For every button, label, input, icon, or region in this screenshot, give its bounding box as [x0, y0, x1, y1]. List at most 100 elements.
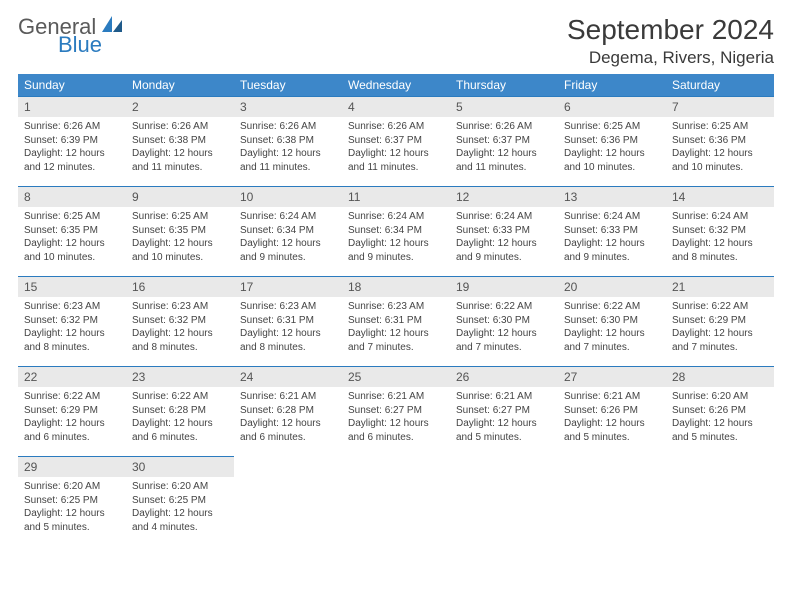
- calendar-day-cell: 29Sunrise: 6:20 AMSunset: 6:25 PMDayligh…: [18, 456, 126, 546]
- calendar-day-cell: 11Sunrise: 6:24 AMSunset: 6:34 PMDayligh…: [342, 186, 450, 276]
- day-number: 17: [234, 276, 342, 297]
- location: Degema, Rivers, Nigeria: [567, 48, 774, 68]
- calendar-day-cell: 16Sunrise: 6:23 AMSunset: 6:32 PMDayligh…: [126, 276, 234, 366]
- day-content: Sunrise: 6:25 AMSunset: 6:35 PMDaylight:…: [126, 207, 234, 268]
- day-content: Sunrise: 6:24 AMSunset: 6:34 PMDaylight:…: [234, 207, 342, 268]
- calendar-week-row: 15Sunrise: 6:23 AMSunset: 6:32 PMDayligh…: [18, 276, 774, 366]
- day-content: Sunrise: 6:22 AMSunset: 6:28 PMDaylight:…: [126, 387, 234, 448]
- calendar-day-cell: 27Sunrise: 6:21 AMSunset: 6:26 PMDayligh…: [558, 366, 666, 456]
- day-number: 11: [342, 186, 450, 207]
- day-content: Sunrise: 6:22 AMSunset: 6:29 PMDaylight:…: [18, 387, 126, 448]
- day-number: 14: [666, 186, 774, 207]
- calendar-day-cell: 23Sunrise: 6:22 AMSunset: 6:28 PMDayligh…: [126, 366, 234, 456]
- calendar-day-cell: 3Sunrise: 6:26 AMSunset: 6:38 PMDaylight…: [234, 96, 342, 186]
- calendar-day-cell: 17Sunrise: 6:23 AMSunset: 6:31 PMDayligh…: [234, 276, 342, 366]
- day-content: Sunrise: 6:25 AMSunset: 6:36 PMDaylight:…: [666, 117, 774, 178]
- calendar-day-cell: 6Sunrise: 6:25 AMSunset: 6:36 PMDaylight…: [558, 96, 666, 186]
- calendar-empty-cell: [450, 456, 558, 546]
- calendar-body: 1Sunrise: 6:26 AMSunset: 6:39 PMDaylight…: [18, 96, 774, 546]
- day-content: Sunrise: 6:24 AMSunset: 6:33 PMDaylight:…: [450, 207, 558, 268]
- day-number: 2: [126, 96, 234, 117]
- day-number: 28: [666, 366, 774, 387]
- calendar-empty-cell: [558, 456, 666, 546]
- day-number: 29: [18, 456, 126, 477]
- header: General Blue September 2024 Degema, Rive…: [18, 14, 774, 68]
- day-number: 5: [450, 96, 558, 117]
- day-number: 3: [234, 96, 342, 117]
- calendar-empty-cell: [234, 456, 342, 546]
- calendar-empty-cell: [666, 456, 774, 546]
- calendar-day-cell: 18Sunrise: 6:23 AMSunset: 6:31 PMDayligh…: [342, 276, 450, 366]
- day-number: 8: [18, 186, 126, 207]
- day-content: Sunrise: 6:24 AMSunset: 6:34 PMDaylight:…: [342, 207, 450, 268]
- calendar-day-cell: 28Sunrise: 6:20 AMSunset: 6:26 PMDayligh…: [666, 366, 774, 456]
- weekday-header: Saturday: [666, 74, 774, 96]
- day-number: 27: [558, 366, 666, 387]
- day-number: 13: [558, 186, 666, 207]
- calendar-week-row: 8Sunrise: 6:25 AMSunset: 6:35 PMDaylight…: [18, 186, 774, 276]
- calendar-day-cell: 12Sunrise: 6:24 AMSunset: 6:33 PMDayligh…: [450, 186, 558, 276]
- day-content: Sunrise: 6:24 AMSunset: 6:32 PMDaylight:…: [666, 207, 774, 268]
- calendar-day-cell: 1Sunrise: 6:26 AMSunset: 6:39 PMDaylight…: [18, 96, 126, 186]
- day-number: 22: [18, 366, 126, 387]
- day-number: 26: [450, 366, 558, 387]
- day-content: Sunrise: 6:26 AMSunset: 6:37 PMDaylight:…: [450, 117, 558, 178]
- day-number: 10: [234, 186, 342, 207]
- calendar-day-cell: 14Sunrise: 6:24 AMSunset: 6:32 PMDayligh…: [666, 186, 774, 276]
- weekday-header: Sunday: [18, 74, 126, 96]
- day-content: Sunrise: 6:22 AMSunset: 6:30 PMDaylight:…: [450, 297, 558, 358]
- weekday-header: Wednesday: [342, 74, 450, 96]
- logo: General Blue: [18, 14, 124, 56]
- weekday-header: Thursday: [450, 74, 558, 96]
- calendar-day-cell: 21Sunrise: 6:22 AMSunset: 6:29 PMDayligh…: [666, 276, 774, 366]
- day-content: Sunrise: 6:21 AMSunset: 6:27 PMDaylight:…: [450, 387, 558, 448]
- calendar-day-cell: 13Sunrise: 6:24 AMSunset: 6:33 PMDayligh…: [558, 186, 666, 276]
- calendar-day-cell: 4Sunrise: 6:26 AMSunset: 6:37 PMDaylight…: [342, 96, 450, 186]
- day-number: 18: [342, 276, 450, 297]
- calendar-day-cell: 22Sunrise: 6:22 AMSunset: 6:29 PMDayligh…: [18, 366, 126, 456]
- day-number: 16: [126, 276, 234, 297]
- day-content: Sunrise: 6:25 AMSunset: 6:36 PMDaylight:…: [558, 117, 666, 178]
- day-content: Sunrise: 6:26 AMSunset: 6:37 PMDaylight:…: [342, 117, 450, 178]
- day-number: 20: [558, 276, 666, 297]
- calendar-day-cell: 24Sunrise: 6:21 AMSunset: 6:28 PMDayligh…: [234, 366, 342, 456]
- day-content: Sunrise: 6:21 AMSunset: 6:28 PMDaylight:…: [234, 387, 342, 448]
- calendar-day-cell: 20Sunrise: 6:22 AMSunset: 6:30 PMDayligh…: [558, 276, 666, 366]
- day-content: Sunrise: 6:20 AMSunset: 6:25 PMDaylight:…: [18, 477, 126, 538]
- logo-text-blue: Blue: [58, 34, 124, 56]
- calendar-day-cell: 25Sunrise: 6:21 AMSunset: 6:27 PMDayligh…: [342, 366, 450, 456]
- calendar-empty-cell: [342, 456, 450, 546]
- calendar-week-row: 29Sunrise: 6:20 AMSunset: 6:25 PMDayligh…: [18, 456, 774, 546]
- calendar-week-row: 22Sunrise: 6:22 AMSunset: 6:29 PMDayligh…: [18, 366, 774, 456]
- calendar-day-cell: 10Sunrise: 6:24 AMSunset: 6:34 PMDayligh…: [234, 186, 342, 276]
- day-number: 30: [126, 456, 234, 477]
- calendar-table: SundayMondayTuesdayWednesdayThursdayFrid…: [18, 74, 774, 546]
- day-content: Sunrise: 6:20 AMSunset: 6:25 PMDaylight:…: [126, 477, 234, 538]
- day-number: 15: [18, 276, 126, 297]
- weekday-header-row: SundayMondayTuesdayWednesdayThursdayFrid…: [18, 74, 774, 96]
- day-content: Sunrise: 6:20 AMSunset: 6:26 PMDaylight:…: [666, 387, 774, 448]
- calendar-day-cell: 8Sunrise: 6:25 AMSunset: 6:35 PMDaylight…: [18, 186, 126, 276]
- calendar-day-cell: 2Sunrise: 6:26 AMSunset: 6:38 PMDaylight…: [126, 96, 234, 186]
- calendar-day-cell: 9Sunrise: 6:25 AMSunset: 6:35 PMDaylight…: [126, 186, 234, 276]
- day-number: 21: [666, 276, 774, 297]
- day-number: 4: [342, 96, 450, 117]
- weekday-header: Tuesday: [234, 74, 342, 96]
- calendar-week-row: 1Sunrise: 6:26 AMSunset: 6:39 PMDaylight…: [18, 96, 774, 186]
- month-title: September 2024: [567, 14, 774, 46]
- day-content: Sunrise: 6:23 AMSunset: 6:32 PMDaylight:…: [18, 297, 126, 358]
- title-block: September 2024 Degema, Rivers, Nigeria: [567, 14, 774, 68]
- day-content: Sunrise: 6:23 AMSunset: 6:32 PMDaylight:…: [126, 297, 234, 358]
- day-number: 23: [126, 366, 234, 387]
- day-content: Sunrise: 6:24 AMSunset: 6:33 PMDaylight:…: [558, 207, 666, 268]
- day-number: 7: [666, 96, 774, 117]
- calendar-day-cell: 5Sunrise: 6:26 AMSunset: 6:37 PMDaylight…: [450, 96, 558, 186]
- day-number: 24: [234, 366, 342, 387]
- day-content: Sunrise: 6:26 AMSunset: 6:38 PMDaylight:…: [234, 117, 342, 178]
- day-content: Sunrise: 6:22 AMSunset: 6:29 PMDaylight:…: [666, 297, 774, 358]
- calendar-day-cell: 7Sunrise: 6:25 AMSunset: 6:36 PMDaylight…: [666, 96, 774, 186]
- calendar-day-cell: 30Sunrise: 6:20 AMSunset: 6:25 PMDayligh…: [126, 456, 234, 546]
- calendar-day-cell: 15Sunrise: 6:23 AMSunset: 6:32 PMDayligh…: [18, 276, 126, 366]
- weekday-header: Friday: [558, 74, 666, 96]
- day-content: Sunrise: 6:21 AMSunset: 6:26 PMDaylight:…: [558, 387, 666, 448]
